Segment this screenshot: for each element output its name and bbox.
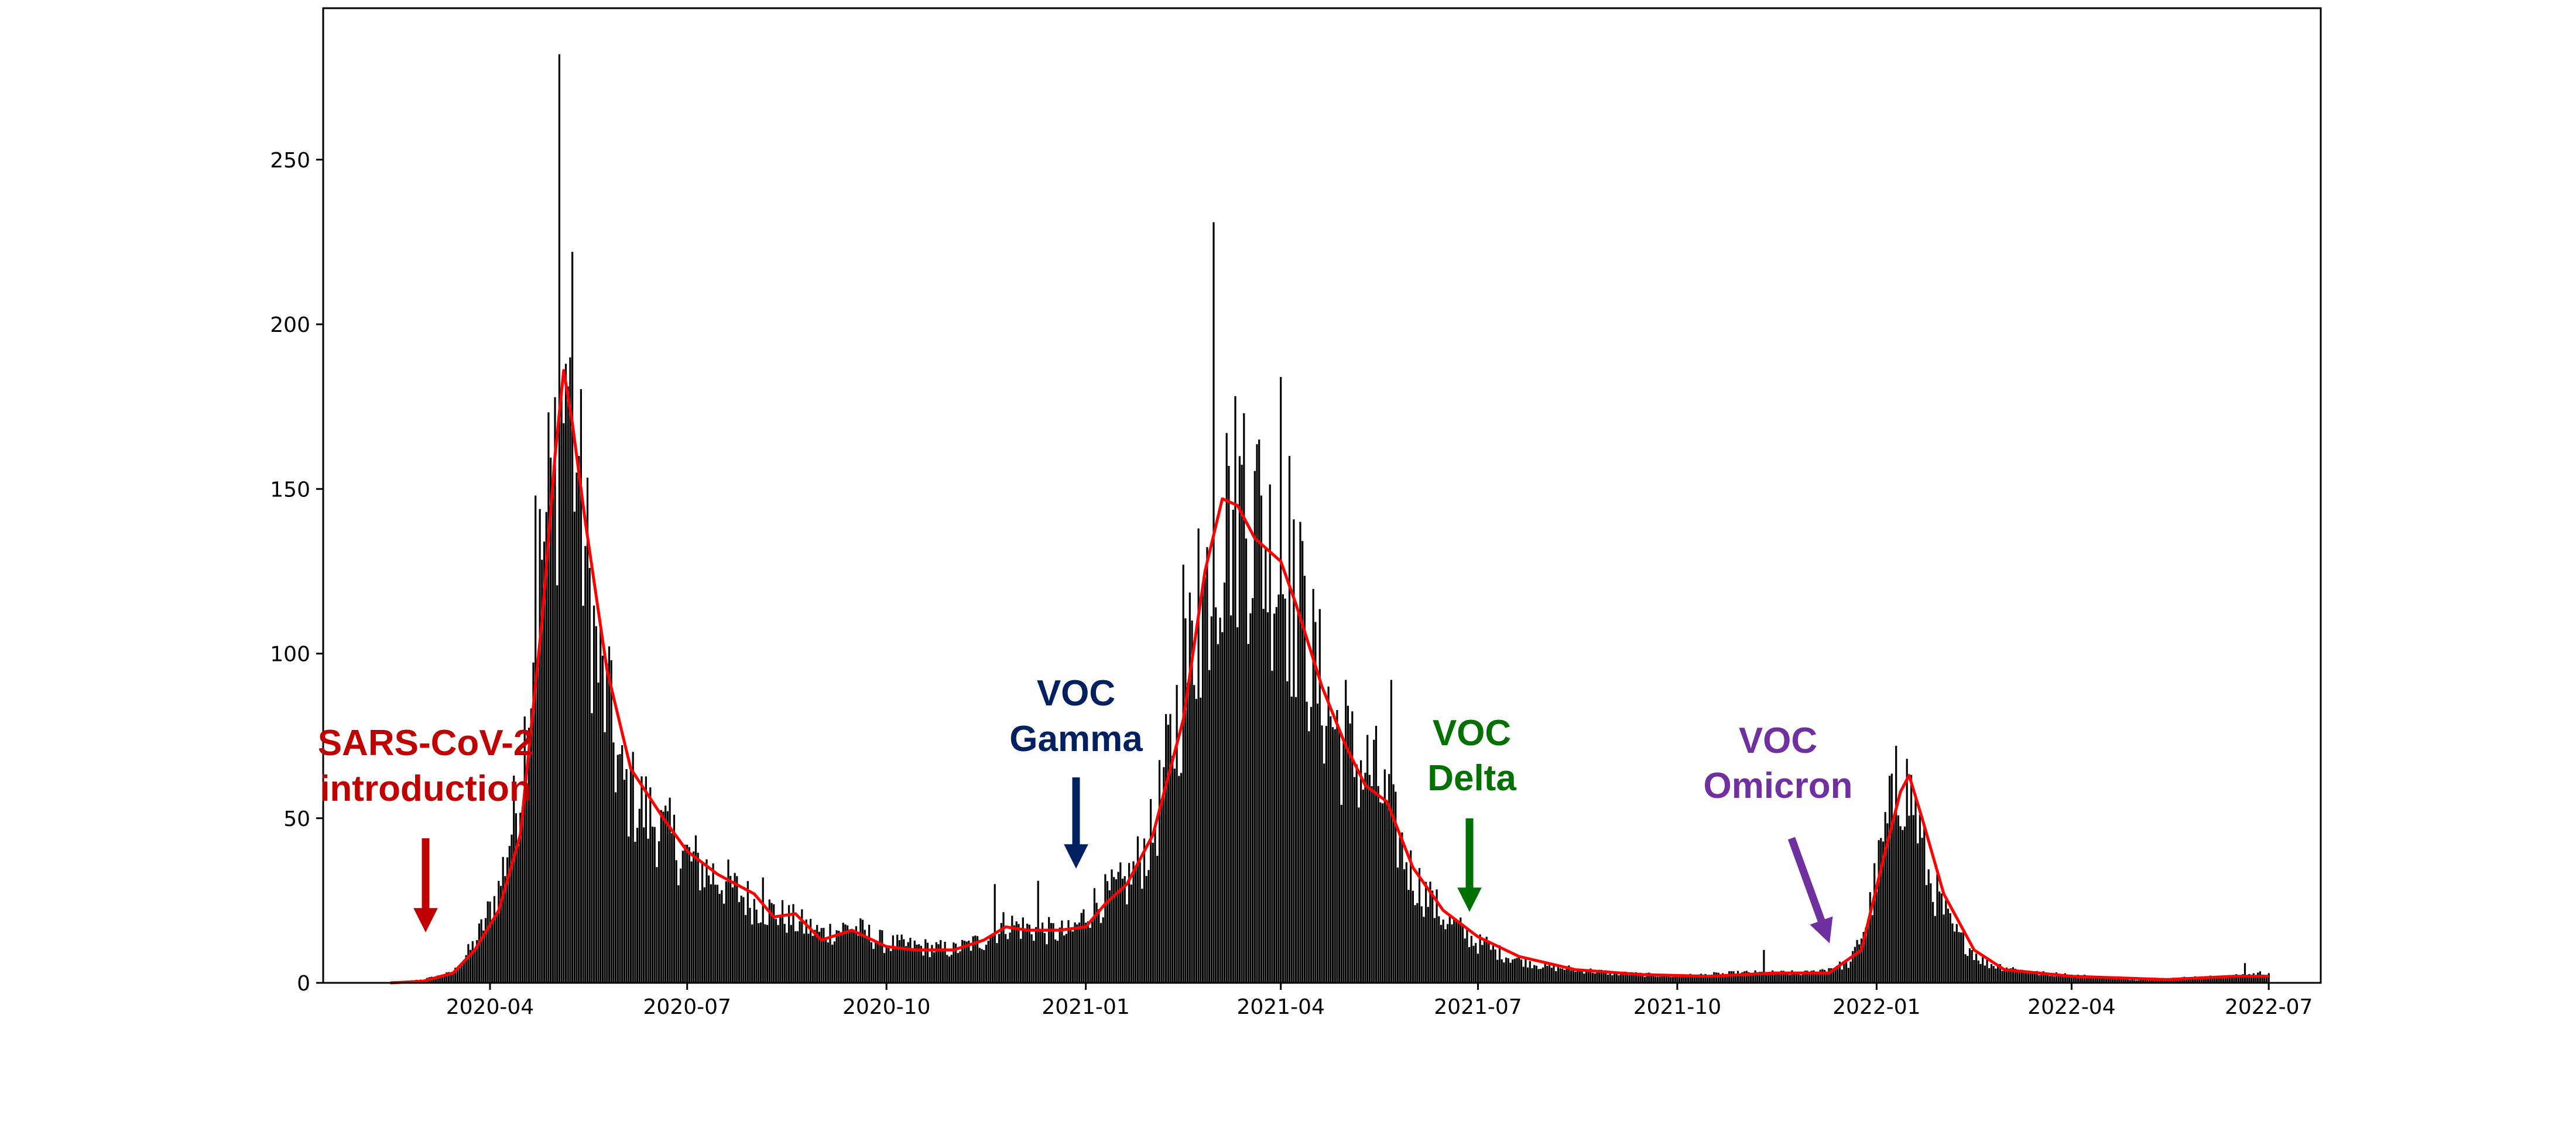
x-tick-label: 2021-07 [1434,995,1522,1019]
y-tick-label: 50 [283,807,310,831]
y-tick-label: 0 [297,972,310,996]
x-tick-label: 2020-04 [446,995,534,1019]
annotation-sars-line-2: introduction [320,769,532,809]
annotation-delta: VOC Delta [1427,713,1516,912]
y-tick-label: 100 [270,643,310,667]
moving-average-line [390,369,2269,985]
x-tick-label: 2022-01 [1832,995,1920,1019]
y-axis: 0 50 100 150 200 250 [270,149,323,996]
y-tick-label: 250 [270,149,310,173]
annotation-sars: SARS-CoV-2 introduction [318,723,534,933]
annotation-delta-line-1: VOC [1433,713,1511,753]
x-tick-label: 2021-01 [1042,995,1129,1019]
y-tick-label: 200 [270,313,310,337]
annotation-omicron: VOC Omicron [1704,721,1853,944]
x-axis: 2020-04 2020-07 2020-10 2021-01 2021-04 2021-… [446,983,2313,1019]
annotation-omicron-arrow [1787,837,1833,944]
x-tick-label: 2021-10 [1633,995,1721,1019]
annotation-gamma-line-2: Gamma [1009,719,1143,759]
moving-average-layer [390,369,2269,985]
y-tick-label: 150 [270,478,310,502]
annotation-gamma-line-1: VOC [1037,673,1115,714]
annotation-gamma: VOC Gamma [1009,673,1143,869]
plot-frame [322,7,2322,984]
annotation-sars-line-1: SARS-CoV-2 [318,723,534,763]
x-tick-label: 2020-10 [842,995,930,1019]
annotation-omicron-line-2: Omicron [1704,766,1853,806]
x-tick-label: 2021-04 [1236,995,1324,1019]
x-tick-label: 2022-07 [2225,995,2313,1019]
x-tick-label: 2022-04 [2027,995,2115,1019]
annotation-delta-line-2: Delta [1427,758,1516,798]
x-tick-label: 2020-07 [643,995,731,1019]
annotation-omicron-line-1: VOC [1739,721,1817,761]
bars-layer [391,54,2270,983]
